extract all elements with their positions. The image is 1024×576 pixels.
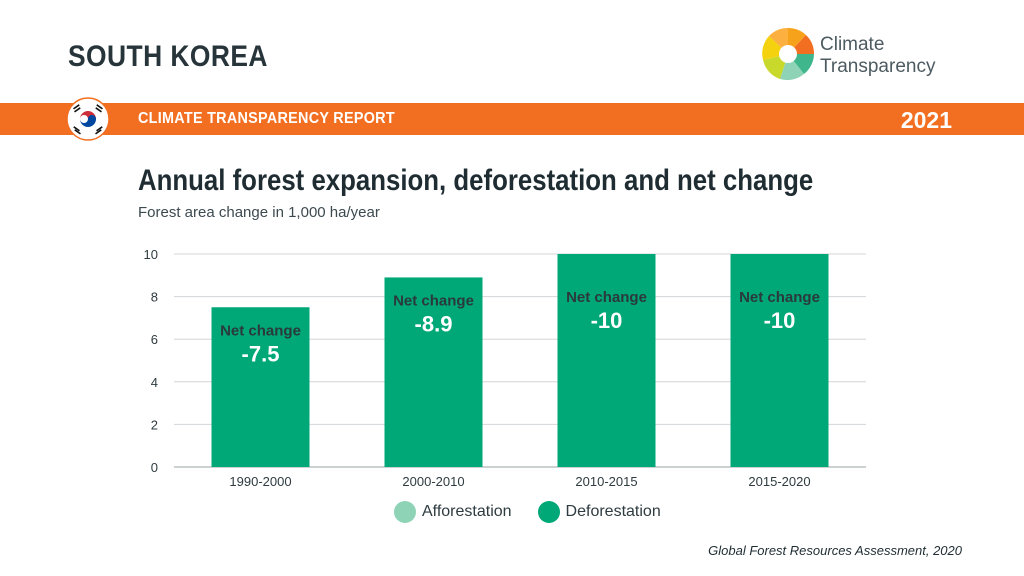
legend-item-deforestation: Deforestation	[537, 501, 661, 523]
chart-legend: Afforestation Deforestation	[394, 500, 687, 524]
bar-deforestation	[557, 254, 656, 467]
chart-title: Annual forest expansion, deforestation a…	[138, 164, 814, 197]
country-title: SOUTH KOREA	[68, 40, 268, 73]
legend-swatch-afforestation	[394, 501, 416, 523]
legend-label-afforestation: Afforestation	[422, 503, 512, 520]
bar-deforestation	[211, 307, 310, 467]
y-tick-label: 10	[144, 247, 158, 262]
legend-swatch-deforestation	[537, 501, 560, 523]
source-note: Global Forest Resources Assessment, 2020	[708, 543, 962, 558]
chart-subtitle: Forest area change in 1,000 ha/year	[138, 204, 380, 221]
net-change-value: -8.9	[415, 311, 453, 336]
report-year: 2021	[900, 107, 952, 133]
south-korea-flag-icon	[66, 97, 110, 141]
x-tick-label: 2015-2020	[748, 474, 810, 489]
logo-icon	[762, 27, 815, 81]
report-label: CLIMATE TRANSPARENCY REPORT	[138, 110, 395, 127]
net-change-label: Net change	[566, 289, 647, 306]
net-change-label: Net change	[393, 292, 474, 309]
logo-text-line2: Transparency	[820, 56, 936, 77]
y-tick-label: 8	[151, 290, 158, 305]
legend-item-afforestation: Afforestation	[394, 501, 512, 523]
x-tick-label: 1990-2000	[229, 474, 291, 489]
y-tick-label: 2	[151, 417, 158, 432]
net-change-label: Net change	[220, 322, 301, 339]
logo-text-line1: Climate	[820, 34, 885, 55]
net-change-value: -10	[764, 308, 796, 333]
x-tick-label: 2000-2010	[402, 474, 464, 489]
net-change-label: Net change	[739, 289, 820, 306]
y-tick-label: 6	[151, 332, 158, 347]
report-banner: CLIMATE TRANSPARENCY REPORT 2021	[0, 103, 1024, 135]
net-change-value: -7.5	[242, 341, 280, 366]
net-change-value: -10	[591, 308, 623, 333]
climate-transparency-logo: Climate Transparency	[760, 26, 970, 86]
y-tick-label: 0	[151, 460, 158, 475]
x-tick-label: 2010-2015	[575, 474, 637, 489]
legend-label-deforestation: Deforestation	[565, 503, 661, 520]
bar-deforestation	[730, 254, 829, 467]
y-tick-label: 4	[151, 375, 158, 390]
bar-deforestation	[384, 277, 483, 467]
